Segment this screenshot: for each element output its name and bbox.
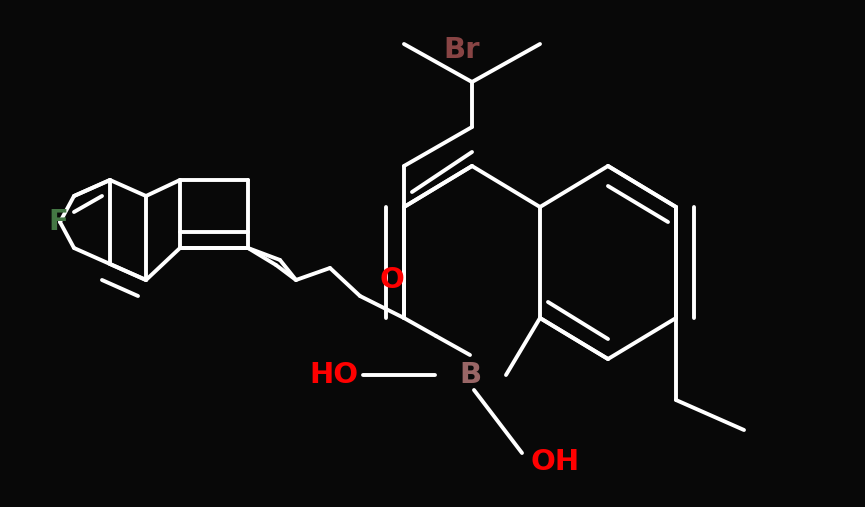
Text: HO: HO [309,361,358,389]
Text: F: F [48,208,67,236]
Text: OH: OH [530,448,580,476]
Text: Br: Br [444,36,480,64]
Text: B: B [459,361,481,389]
Text: O: O [380,266,405,294]
